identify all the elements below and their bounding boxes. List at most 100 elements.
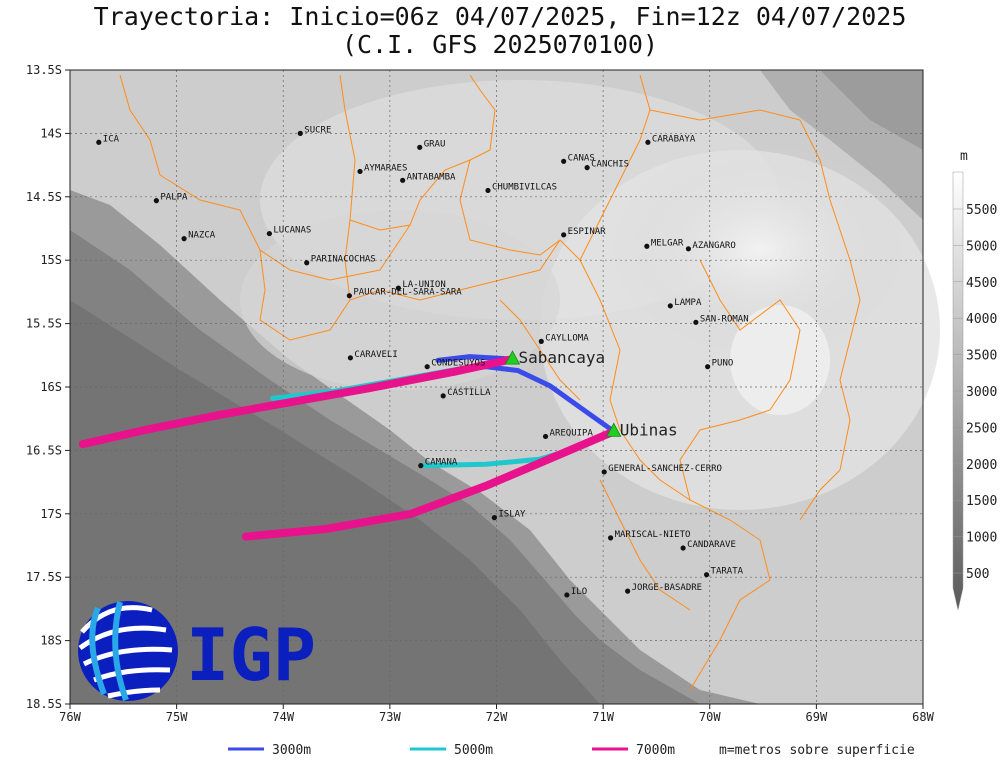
trajectory-paths <box>78 354 618 541</box>
place-label: CANDARAVE <box>687 540 736 550</box>
volcano-triangle-icon <box>504 350 521 365</box>
x-tick-label: 70W <box>699 710 721 724</box>
place-dot <box>564 592 570 598</box>
place-label: MELGAR <box>651 238 684 248</box>
place-dot <box>153 198 159 204</box>
place-label: CHUMBIVILCAS <box>492 182 557 192</box>
place-label: JORGE-BASADRE <box>632 583 702 593</box>
place-label: ESPINAR <box>568 227 607 237</box>
axis-ticks: 76W 75W 74W 73W 72W 71W 70W 69W 68W 13.5S 14S 14.5S… <box>26 63 935 724</box>
colorbar-label: 4000 <box>966 312 997 327</box>
place-label: AZANGARO <box>692 241 735 251</box>
volcano-label: Ubinas <box>620 420 678 439</box>
place-label: LA-UNION <box>402 280 445 290</box>
colorbar-label: 5000 <box>966 239 997 254</box>
place-dot <box>538 338 544 344</box>
colorbar-label: 1000 <box>966 531 997 546</box>
trajectory-7000m-sabancaya <box>78 355 517 449</box>
place-label: MARISCAL-NIETO <box>615 530 691 540</box>
place-label: ILO <box>571 587 587 597</box>
place-label: PARINACOCHAS <box>311 255 376 265</box>
y-tick-label: 14.5S <box>26 190 62 204</box>
y-tick-label: 18.5S <box>26 697 62 711</box>
igp-logo-text: IGP <box>186 613 316 697</box>
place-dot <box>297 130 303 136</box>
place-dot <box>625 588 631 594</box>
x-tick-label: 72W <box>486 710 508 724</box>
trajectory-legend: 3000m 5000m 7000m m=metros sobre superficie <box>228 743 915 758</box>
x-tick-label: 76W <box>59 710 81 724</box>
colorbar-label: 4500 <box>966 276 997 291</box>
colorbar-label: 1500 <box>966 494 997 509</box>
place-dot <box>561 232 567 238</box>
place-label: SUCRE <box>304 125 331 135</box>
y-tick-label: 18S <box>40 634 62 648</box>
y-tick-label: 15.5S <box>26 317 62 331</box>
graticule-grid <box>70 70 923 704</box>
department-borders <box>119 74 861 691</box>
place-label: PUNO <box>712 359 734 369</box>
colorbar-label: 2000 <box>966 458 997 473</box>
place-label: CONDESUYOS <box>431 359 485 369</box>
y-tick-label: 13.5S <box>26 63 62 77</box>
y-tick-label: 16S <box>40 380 62 394</box>
place-label: CAMANA <box>425 458 458 468</box>
x-tick-label: 75W <box>166 710 188 724</box>
y-tick-label: 14S <box>40 126 62 140</box>
place-label: AREQUIPA <box>550 428 594 438</box>
colorbar-label: 3000 <box>966 385 997 400</box>
y-tick-label: 17S <box>40 507 62 521</box>
y-tick-label: 16.5S <box>26 443 62 457</box>
place-dot <box>542 433 549 440</box>
volcano-label: Sabancaya <box>518 348 605 367</box>
place-dot <box>584 165 590 171</box>
colorbar-label: 5500 <box>966 203 997 218</box>
place-label: CANAS <box>568 153 595 163</box>
x-tick-label: 68W <box>912 710 934 724</box>
x-tick-label: 73W <box>379 710 401 724</box>
place-label: CANCHIS <box>591 160 629 170</box>
place-dot <box>667 303 673 309</box>
place-dot <box>693 319 699 325</box>
place-label: LUCANAS <box>273 226 311 236</box>
volcano-markers: Sabancaya Ubinas <box>504 348 678 439</box>
colorbar-label: 500 <box>966 567 989 582</box>
place-label: ICA <box>103 134 120 144</box>
place-label: SAN-ROMAN <box>700 314 749 324</box>
place-label: GENERAL-SANCHEZ-CERRO <box>608 464 722 474</box>
place-label: LAMPA <box>674 298 702 308</box>
volcano-triangle-icon <box>606 422 622 437</box>
place-dot <box>346 293 352 299</box>
y-tick-label: 17.5S <box>26 570 62 584</box>
place-dot <box>703 572 710 578</box>
place-label: CARAVELI <box>354 350 397 360</box>
colorbar-label: 3500 <box>966 349 997 364</box>
place-label: NAZCA <box>188 231 216 241</box>
place-dot <box>266 230 272 237</box>
legend-label: 3000m <box>272 743 311 758</box>
place-label: CAYLLOMA <box>545 333 589 343</box>
place-dot <box>96 139 102 145</box>
place-label: ISLAY <box>498 510 526 520</box>
igp-logo: IGP <box>78 601 316 702</box>
legend-note: m=metros sobre superficie <box>719 743 915 758</box>
colorbar-unit: m <box>960 149 968 164</box>
place-label: ANTABAMBA <box>407 172 456 182</box>
place-dot <box>357 168 363 175</box>
map-title-line2: (C.I. GFS 2025070100) <box>341 30 659 59</box>
place-dot <box>607 535 614 541</box>
place-label: CASTILLA <box>447 388 491 398</box>
legend-label: 5000m <box>454 743 493 758</box>
place-dot <box>561 158 567 164</box>
place-dot <box>705 364 711 370</box>
place-dot <box>395 285 402 291</box>
place-dot <box>417 144 423 150</box>
place-dot <box>440 393 446 399</box>
place-dot <box>347 355 354 361</box>
place-label: PAUCAR-DEL-SARA-SARA <box>353 288 462 298</box>
place-dot <box>680 545 686 551</box>
place-label: GRAU <box>424 139 446 149</box>
place-dot <box>418 463 424 469</box>
place-dot <box>491 515 497 521</box>
legend-label: 7000m <box>636 743 675 758</box>
